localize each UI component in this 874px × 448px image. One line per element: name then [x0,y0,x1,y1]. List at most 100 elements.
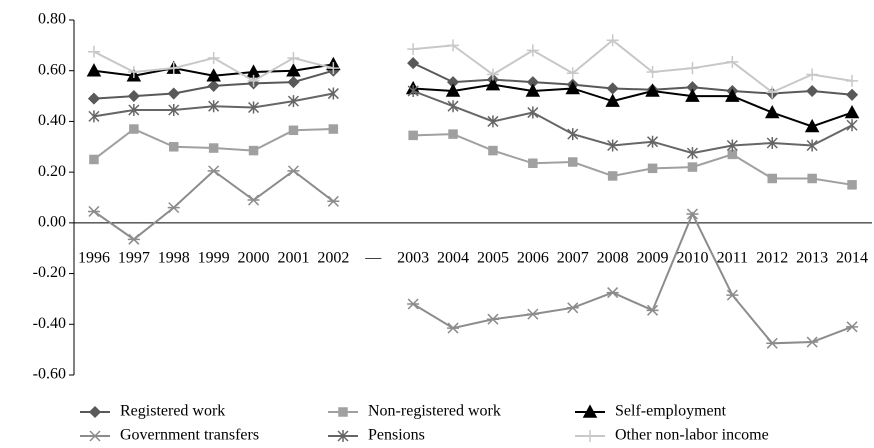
legend-label: Other non-labor income [615,427,769,444]
series-line [93,63,853,128]
marker [486,313,499,325]
marker [607,171,618,181]
marker [844,104,860,119]
marker [567,128,579,141]
marker [89,154,99,165]
marker [727,149,738,160]
marker [646,304,659,316]
marker [605,93,620,107]
marker [129,124,139,134]
marker [766,337,779,349]
marker [526,308,539,320]
marker [807,173,817,184]
x-tick-label: 2009 [637,250,669,267]
marker [686,208,699,220]
marker [846,119,858,132]
marker [247,194,260,206]
marker [169,142,179,152]
x-tick-label: 1996 [78,250,110,267]
x-tick-label: 2007 [557,250,589,267]
marker [726,289,739,301]
marker [846,74,859,87]
marker [167,202,180,214]
marker [327,195,340,207]
marker [407,43,420,56]
marker [207,52,220,65]
marker [87,205,100,217]
marker [685,88,700,102]
y-tick-label: -0.60 [33,366,66,383]
marker [607,139,619,152]
marker [447,39,460,52]
marker [407,298,420,310]
marker [606,34,619,47]
marker [525,83,541,97]
marker [726,55,739,68]
marker [206,68,221,82]
marker [606,287,619,299]
marker [806,84,819,98]
marker [287,76,300,89]
x-tick-label: 2004 [437,250,469,267]
marker [168,104,180,117]
marker [447,322,460,334]
x-tick-label: 2002 [317,250,349,267]
marker [207,79,220,92]
marker [407,85,419,97]
x-tick-label: 2011 [717,250,748,267]
marker [764,104,780,119]
marker [287,165,300,177]
marker [485,77,501,91]
marker [89,430,101,442]
legend-label: Self-employment [615,403,727,420]
marker [646,65,659,78]
x-tick-label: 2010 [676,250,708,267]
marker [568,157,578,167]
marker [806,336,819,348]
marker [128,104,140,117]
marker [582,404,598,418]
marker [566,67,579,80]
marker [247,74,260,87]
marker [328,124,339,134]
marker [327,87,339,100]
legend-label: Non-registered work [368,403,501,420]
marker [407,57,420,70]
marker [207,165,220,177]
marker [127,90,140,103]
marker [486,68,499,81]
marker [208,143,219,153]
marker [167,87,180,100]
marker [686,62,699,75]
marker [766,136,778,149]
marker [447,100,459,113]
marker [487,115,499,128]
marker [127,233,140,245]
marker [167,62,180,75]
marker [766,86,779,99]
x-tick-label: 2006 [517,250,549,267]
y-tick-label: 0.40 [38,112,66,129]
marker [647,135,659,148]
marker [88,110,100,123]
marker [687,162,698,172]
marker [725,88,740,102]
marker [767,173,777,184]
marker [647,163,658,174]
x-tick-label: 1997 [118,250,150,267]
marker [566,302,579,314]
y-tick-label: -0.20 [33,264,66,281]
marker [208,100,220,113]
marker [338,407,348,417]
y-tick-label: -0.40 [33,315,66,332]
x-tick-label: 2001 [277,250,309,267]
marker [527,106,539,119]
y-tick-label: 0.20 [38,163,66,180]
marker [804,118,820,133]
marker [248,145,259,156]
x-tick-label: — [364,250,382,267]
x-tick-label: 1998 [158,250,190,267]
marker [127,65,140,78]
y-tick-label: 0.00 [38,214,66,231]
